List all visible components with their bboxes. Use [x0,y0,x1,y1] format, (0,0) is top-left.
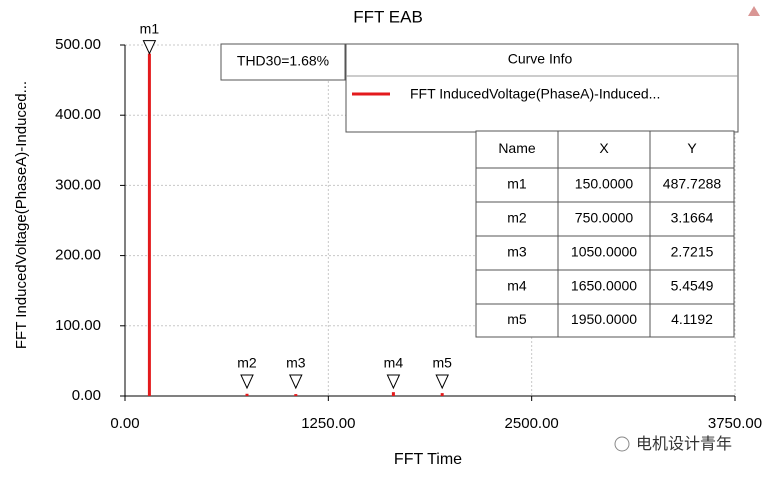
marker-label: m4 [384,355,404,371]
stem [391,392,395,396]
table-cell: 3.1664 [671,210,714,226]
y-tick-label: 100.00 [55,317,101,334]
marker-label: m3 [286,355,306,371]
stem [440,393,444,396]
stem [147,53,151,397]
table-header: Y [687,140,697,156]
annotation-box [220,43,346,81]
table-cell: 487.7288 [663,176,722,192]
marker-table: Name X Ym1 150.0000 487.7288 m2 750.0000 3.1664… [475,130,735,338]
watermark: 电机设计青年 [614,435,732,453]
overlays: THD30=1.68% Curve Info FFT InducedVoltag… [220,43,739,133]
stem [294,394,298,396]
annotation: THD30=1.68% [237,53,329,69]
table-cell: 150.0000 [575,176,634,192]
y-tick-label: 500.00 [55,36,101,53]
x-tick-label: 1250.00 [301,415,355,432]
legend-box [345,43,739,133]
table-cell: 1650.0000 [571,278,637,294]
x-tick-label: 2500.00 [505,415,559,432]
table-cell: 750.0000 [575,210,634,226]
table-cell: 5.4549 [671,278,714,294]
table-cell: m4 [507,278,527,294]
y-tick-label: 400.00 [55,106,101,123]
x-tick-label: 0.00 [110,415,139,432]
marker [386,374,401,390]
y-tick-label: 300.00 [55,176,101,193]
y-axis-label: FFT InducedVoltage(PhaseA)-Induced... [13,81,30,349]
table-frame [475,130,735,338]
x-axis-label: FFT Time [394,451,462,468]
table-cell: 2.7215 [671,244,714,260]
legend-title: Curve Info [508,51,573,67]
table-cell: m5 [507,311,527,327]
stem [245,393,249,396]
corner-icon [748,6,760,16]
marker [240,374,254,390]
x-tick-label: 3750.00 [708,415,762,432]
chart-title: FFT EAB [353,7,423,26]
y-tick-label: 0.00 [72,387,101,404]
table-cell: m1 [507,176,527,192]
watermark-text: 电机设计青年 [636,435,732,453]
marker [435,374,449,390]
table-cell: 4.1192 [671,311,713,327]
table-cell: 1050.0000 [571,244,637,260]
table-cell: m2 [507,210,527,226]
marker [289,374,303,390]
marker-label: m1 [140,20,160,36]
table-header: X [599,140,609,156]
table-header: Name [498,140,536,156]
watermark-icon [614,436,630,452]
marker-label: m2 [237,355,257,371]
y-tick-label: 200.00 [55,247,101,264]
table-cell: 1950.0000 [571,311,637,327]
marker-label: m5 [432,355,452,371]
marker [142,40,157,55]
legend-label: FFT InducedVoltage(PhaseA)-Induced... [410,86,660,102]
table-cell: m3 [507,244,527,260]
